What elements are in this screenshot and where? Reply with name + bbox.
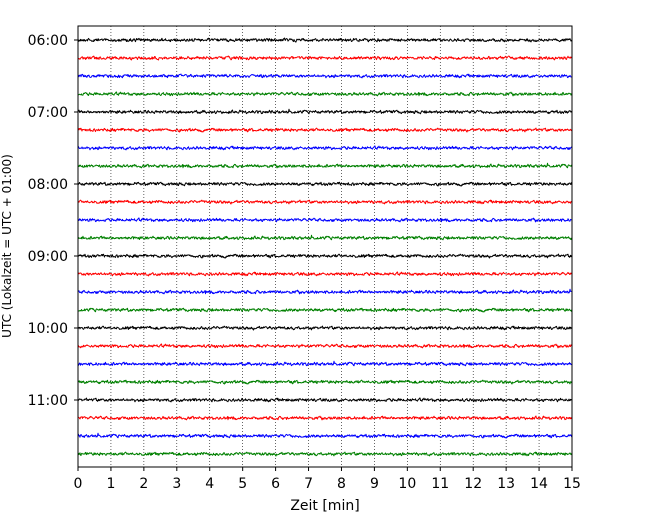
trace-0700 bbox=[77, 108, 573, 115]
x-tick-label: 3 bbox=[172, 476, 181, 492]
trace-1130 bbox=[77, 432, 573, 439]
x-tick-label: 14 bbox=[530, 476, 548, 492]
trace-1000 bbox=[77, 325, 573, 331]
trace-0800 bbox=[77, 181, 573, 187]
x-tick-label: 9 bbox=[370, 476, 379, 492]
y-axis-ticks: 06:00 07:00 08:00 09:00 10:00 11:00 bbox=[28, 33, 78, 409]
seismic-traces bbox=[77, 37, 573, 457]
trace-0900 bbox=[77, 253, 573, 259]
trace-1045 bbox=[77, 379, 573, 385]
x-tick-label: 11 bbox=[431, 476, 449, 492]
x-tick-label: 6 bbox=[271, 476, 280, 492]
x-tick-label: 12 bbox=[464, 476, 482, 492]
trace-1145 bbox=[77, 451, 573, 457]
trace-0930 bbox=[77, 288, 573, 295]
y-tick-label: 07:00 bbox=[28, 105, 68, 121]
y-tick-label: 11:00 bbox=[28, 393, 68, 409]
trace-1015 bbox=[77, 343, 573, 349]
y-tick-label: 09:00 bbox=[28, 249, 68, 265]
trace-1115 bbox=[77, 415, 573, 421]
trace-0945 bbox=[77, 307, 573, 313]
trace-0745 bbox=[77, 162, 573, 169]
trace-0815 bbox=[77, 199, 573, 205]
trace-0600 bbox=[77, 37, 573, 43]
trace-0715 bbox=[77, 127, 573, 133]
x-tick-label: 13 bbox=[497, 476, 515, 492]
trace-0630 bbox=[77, 73, 573, 79]
x-tick-label: 7 bbox=[304, 476, 313, 492]
x-tick-label: 10 bbox=[398, 476, 416, 492]
y-tick-label: 10:00 bbox=[28, 321, 68, 337]
x-axis-ticks: 0 1 2 3 4 5 6 7 8 9 10 11 12 13 14 15 bbox=[74, 467, 581, 492]
x-tick-label: 8 bbox=[337, 476, 346, 492]
trace-0915 bbox=[77, 271, 573, 277]
trace-0845 bbox=[77, 234, 573, 241]
trace-0730 bbox=[77, 145, 573, 151]
x-axis-label: Zeit [min] bbox=[290, 498, 359, 514]
trace-1100 bbox=[77, 397, 573, 403]
trace-0830 bbox=[77, 217, 573, 223]
x-tick-label: 2 bbox=[139, 476, 148, 492]
x-tick-label: 15 bbox=[563, 476, 581, 492]
plot-frame bbox=[77, 25, 573, 468]
trace-1030 bbox=[77, 360, 573, 367]
x-tick-label: 0 bbox=[74, 476, 83, 492]
x-tick-label: 4 bbox=[205, 476, 214, 492]
y-tick-label: 06:00 bbox=[28, 33, 68, 49]
y-tick-label: 08:00 bbox=[28, 177, 68, 193]
x-tick-label: 5 bbox=[238, 476, 247, 492]
x-tick-label: 1 bbox=[106, 476, 115, 492]
trace-0615 bbox=[77, 55, 573, 61]
trace-0645 bbox=[77, 91, 573, 97]
y-axis-label: UTC (Lokalzeit = UTC + 01:00) bbox=[0, 154, 14, 338]
